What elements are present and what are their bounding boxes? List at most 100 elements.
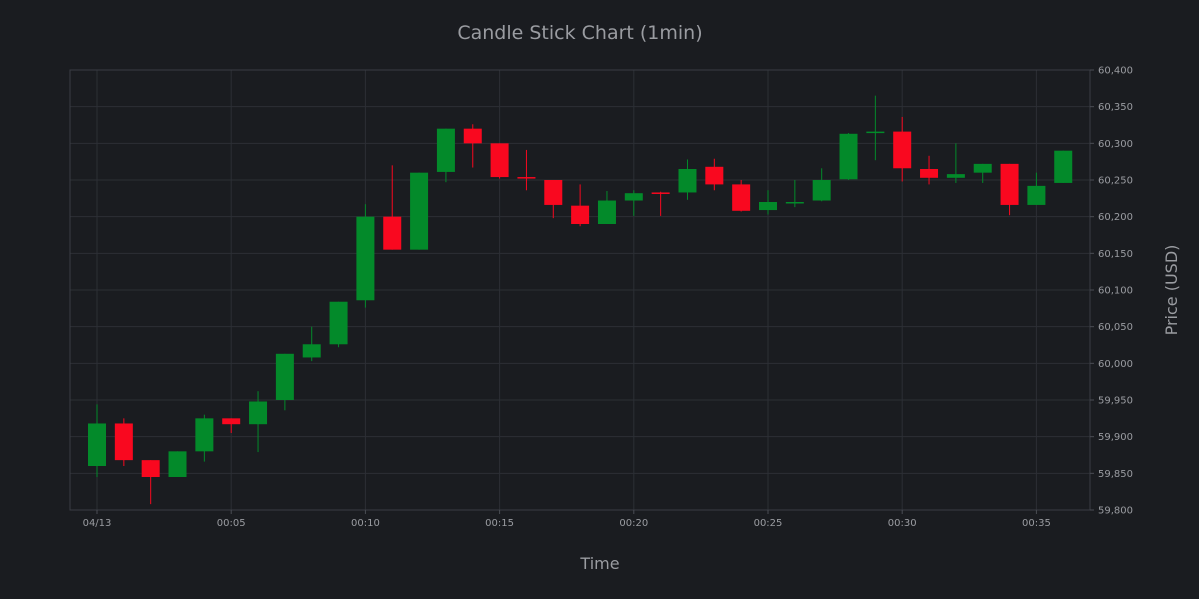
- x-tick-label: 00:15: [485, 518, 514, 529]
- candle-decreasing[interactable]: [114, 418, 133, 466]
- candle-increasing[interactable]: [597, 191, 616, 224]
- x-axis-title: Time: [579, 554, 619, 573]
- x-tick-label: 00:10: [351, 518, 380, 529]
- candle-body: [490, 143, 509, 178]
- candle-body: [785, 202, 804, 204]
- candle-body: [759, 202, 777, 211]
- candle-body: [383, 216, 402, 250]
- candle-body: [544, 180, 563, 205]
- candle-body: [168, 451, 187, 477]
- candle-increasing[interactable]: [1054, 150, 1073, 183]
- candle-body: [651, 192, 670, 194]
- candle-decreasing[interactable]: [222, 418, 241, 433]
- candle-increasing[interactable]: [973, 163, 992, 183]
- candle-decreasing[interactable]: [705, 158, 724, 191]
- candle-increasing[interactable]: [356, 204, 375, 308]
- candle-body: [356, 216, 375, 301]
- candle-body: [571, 205, 590, 224]
- candle-decreasing[interactable]: [732, 180, 751, 212]
- candle-body: [329, 301, 348, 345]
- candle-increasing[interactable]: [329, 301, 348, 348]
- y-tick-label: 60,050: [1098, 322, 1133, 333]
- candle-increasing[interactable]: [866, 95, 885, 161]
- candle-body: [866, 131, 885, 134]
- candle-body: [973, 163, 992, 173]
- y-tick-label: 60,300: [1098, 139, 1133, 150]
- candle-decreasing[interactable]: [571, 184, 590, 227]
- x-tick-label: 00:20: [619, 518, 648, 529]
- candle-increasing[interactable]: [436, 128, 455, 183]
- candle-body: [275, 353, 294, 400]
- candle-increasing[interactable]: [410, 172, 429, 250]
- candle-decreasing[interactable]: [920, 155, 939, 185]
- candle-body: [597, 200, 616, 224]
- x-tick-label: 00:30: [888, 518, 917, 529]
- candle-increasing[interactable]: [785, 180, 804, 208]
- y-tick-label: 60,000: [1098, 359, 1133, 370]
- candle-body: [436, 128, 455, 172]
- candle-decreasing[interactable]: [517, 149, 536, 191]
- candle-body: [249, 401, 268, 425]
- candle-increasing[interactable]: [839, 133, 858, 180]
- candles: [88, 95, 1073, 505]
- candle-increasing[interactable]: [624, 190, 643, 216]
- y-tick-label: 60,350: [1098, 102, 1133, 113]
- candle-increasing[interactable]: [302, 326, 321, 362]
- candle-body: [893, 131, 912, 169]
- candle-decreasing[interactable]: [490, 143, 509, 179]
- y-tick-label: 59,800: [1098, 506, 1133, 517]
- candle-decreasing[interactable]: [893, 116, 912, 182]
- candle-body: [222, 418, 241, 425]
- y-tick-label: 60,150: [1098, 249, 1133, 260]
- candle-body: [88, 423, 106, 466]
- candle-increasing[interactable]: [812, 168, 831, 202]
- candle-body: [141, 460, 160, 477]
- candle-body: [410, 172, 429, 250]
- candle-body: [195, 418, 214, 452]
- candle-body: [839, 133, 858, 180]
- candle-decreasing[interactable]: [383, 165, 402, 250]
- candle-decreasing[interactable]: [651, 191, 670, 216]
- candle-increasing[interactable]: [195, 414, 214, 462]
- candle-decreasing[interactable]: [141, 460, 160, 505]
- y-axis-ticks: 59,800 59,850 59,900 59,950 60,000 60,050 60,1…: [1090, 66, 1133, 517]
- x-tick-label: 00:05: [217, 518, 246, 529]
- y-tick-label: 60,250: [1098, 176, 1133, 187]
- candle-increasing[interactable]: [1027, 172, 1046, 205]
- candle-body: [705, 166, 724, 185]
- candle-body: [624, 193, 643, 201]
- candle-increasing[interactable]: [946, 143, 965, 183]
- candle-increasing[interactable]: [88, 404, 106, 477]
- chart-title: Candle Stick Chart (1min): [457, 22, 702, 44]
- candle-body: [812, 180, 831, 201]
- candle-decreasing[interactable]: [544, 180, 563, 219]
- candle-decreasing[interactable]: [463, 124, 482, 168]
- candle-increasing[interactable]: [759, 190, 777, 215]
- x-tick-label: 00:35: [1022, 518, 1051, 529]
- candle-decreasing[interactable]: [1000, 163, 1019, 216]
- candle-body: [1054, 150, 1073, 183]
- candle-body: [302, 344, 321, 358]
- x-tick-label: 04/13: [83, 518, 112, 529]
- candle-body: [114, 423, 133, 461]
- candle-body: [678, 169, 697, 193]
- candle-body: [463, 128, 482, 144]
- candle-body: [732, 184, 751, 211]
- candle-body: [517, 177, 536, 179]
- candle-body: [1000, 163, 1019, 205]
- candle-body: [946, 174, 965, 178]
- y-tick-label: 59,900: [1098, 432, 1133, 443]
- y-tick-label: 60,400: [1098, 66, 1133, 77]
- x-axis-ticks: 04/13 00:05 00:10 00:15 00:20 00:25 00:30 00:35: [83, 510, 1051, 529]
- x-tick-label: 00:25: [754, 518, 783, 529]
- candle-increasing[interactable]: [275, 353, 294, 411]
- y-axis-title: Price (USD): [1162, 245, 1181, 336]
- candle-increasing[interactable]: [168, 451, 187, 477]
- y-tick-label: 59,850: [1098, 469, 1133, 480]
- y-tick-label: 60,200: [1098, 212, 1133, 223]
- candle-increasing[interactable]: [249, 391, 268, 453]
- candle-increasing[interactable]: [678, 159, 697, 200]
- y-tick-label: 60,100: [1098, 286, 1133, 297]
